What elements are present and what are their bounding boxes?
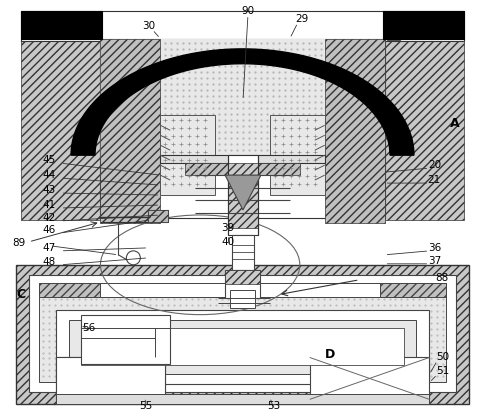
Bar [148,210,168,222]
Bar [227,163,257,228]
Bar [148,210,168,222]
Text: 51: 51 [435,366,448,376]
Bar [39,283,445,382]
Bar [225,270,259,298]
Text: 45: 45 [42,155,55,165]
Text: 40: 40 [221,237,234,247]
Bar [100,283,379,297]
Text: 46: 46 [42,225,55,235]
Text: 42: 42 [42,213,55,223]
Bar [270,115,324,195]
Bar [160,155,324,163]
Text: 21: 21 [427,175,440,185]
Bar [229,290,255,308]
Text: A: A [449,117,458,130]
Bar [15,265,469,404]
Bar [68,320,416,374]
Bar [225,270,259,284]
Bar [100,39,160,223]
Text: 56: 56 [82,322,95,332]
Bar [185,163,299,175]
Bar [100,39,384,158]
Bar [21,11,463,41]
Bar [21,11,102,39]
Bar [231,235,254,270]
Text: 89: 89 [12,238,25,248]
Bar [21,11,100,220]
Text: C: C [16,288,25,301]
Text: 50: 50 [435,352,448,362]
Bar [21,11,463,39]
Polygon shape [71,49,413,155]
Text: 90: 90 [241,6,254,16]
Text: 53: 53 [267,401,280,411]
Text: 48: 48 [42,257,55,267]
Bar [29,275,455,392]
Text: 24: 24 [400,32,413,42]
Text: 37: 37 [427,256,440,266]
Bar [56,357,165,399]
Text: 47: 47 [42,243,55,253]
Text: 55: 55 [138,401,151,411]
Bar [80,327,404,366]
Text: D: D [324,348,334,361]
Bar [80,315,170,364]
Text: 30: 30 [141,21,154,31]
Bar [56,357,165,399]
Bar [384,11,463,220]
Bar [56,310,428,384]
Bar [382,11,463,39]
Bar [100,39,384,218]
Text: 36: 36 [427,243,440,253]
Circle shape [126,251,140,265]
Polygon shape [225,175,260,210]
Bar [324,39,384,223]
Text: 41: 41 [42,200,55,210]
Text: 39: 39 [221,223,234,233]
Bar [39,283,445,297]
Bar [309,357,428,399]
Text: 44: 44 [42,170,55,180]
Text: 43: 43 [42,185,55,195]
Text: 20: 20 [427,160,440,170]
Bar [56,394,428,404]
Bar [160,115,214,195]
Text: 88: 88 [435,273,448,283]
Text: 29: 29 [295,14,308,24]
Bar [227,155,257,235]
Bar [21,11,463,41]
